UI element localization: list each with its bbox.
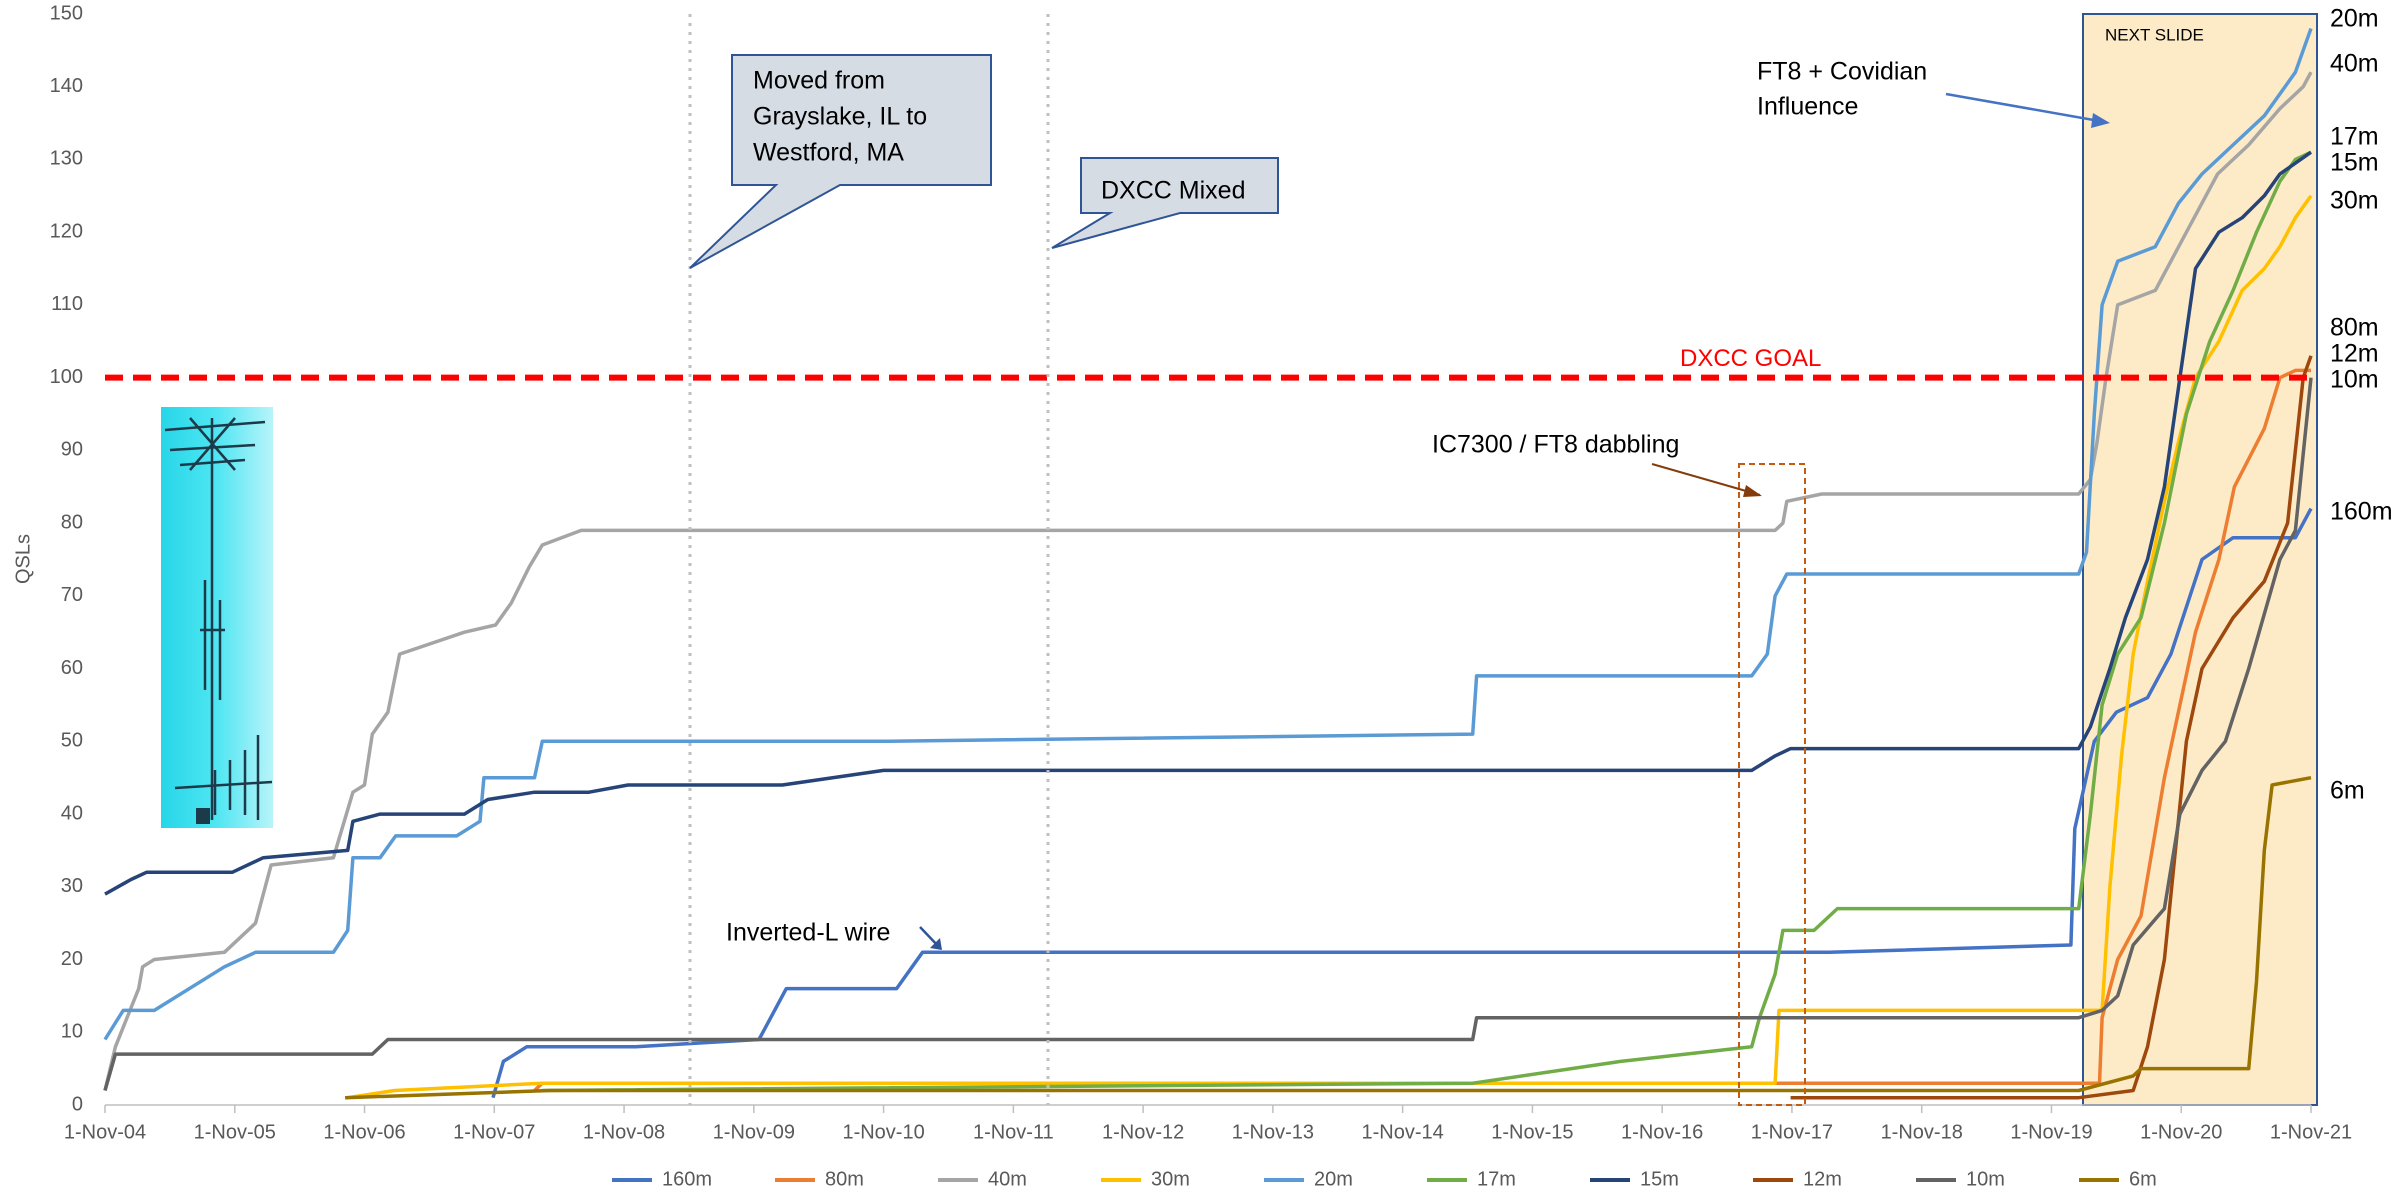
x-tick-label: 1-Nov-04 [64, 1121, 146, 1143]
y-tick-label: 90 [61, 439, 83, 461]
x-tick-label: 1-Nov-09 [713, 1121, 795, 1143]
y-tick-label: 30 [61, 875, 83, 897]
arrow [1946, 94, 2105, 122]
annotation: FT8 + Covidian [1757, 58, 1927, 86]
legend-label: 80m [825, 1168, 864, 1190]
arrow-head [1743, 485, 1762, 497]
series-line [105, 378, 2311, 1091]
y-tick-label: 110 [51, 293, 83, 315]
y-axis-label: QSLs [12, 534, 34, 584]
series-end-label: 12m [2330, 340, 2379, 368]
series-end-label: 80m [2330, 314, 2379, 342]
legend-label: 30m [1151, 1168, 1190, 1190]
series-end-label: 20m [2330, 5, 2379, 33]
y-tick-label: 70 [61, 584, 83, 606]
y-tick-label: 50 [61, 730, 83, 752]
x-tick-label: 1-Nov-19 [2010, 1121, 2092, 1143]
legend-label: 20m [1314, 1168, 1353, 1190]
series-end-label: 160m [2330, 498, 2393, 526]
y-tick-label: 130 [50, 148, 83, 170]
y-tick-label: 0 [72, 1093, 83, 1115]
x-tick-label: 1-Nov-06 [323, 1121, 405, 1143]
legend-label: 10m [1966, 1168, 2005, 1190]
series-end-label: 40m [2330, 50, 2379, 78]
series-end-label: 6m [2330, 777, 2365, 805]
x-tick-label: 1-Nov-12 [1102, 1121, 1184, 1143]
series-line [105, 72, 2311, 1090]
callout-text: DXCC Mixed [1101, 177, 1245, 205]
grid [105, 1105, 2311, 1113]
x-tick-label: 1-Nov-14 [1362, 1121, 1444, 1143]
y-tick-label: 140 [50, 75, 83, 97]
annotation: Inverted-L wire [726, 919, 890, 947]
annotation: Influence [1757, 93, 1858, 121]
x-tick-label: 1-Nov-08 [583, 1121, 665, 1143]
x-tick-label: 1-Nov-13 [1232, 1121, 1314, 1143]
series-line [535, 370, 2312, 1090]
legend-label: 6m [2129, 1168, 2157, 1190]
arrow [1652, 464, 1760, 495]
legend-label: 15m [1640, 1168, 1679, 1190]
callout-text: Moved from [753, 67, 885, 95]
series-line [542, 152, 2311, 1090]
callout-text: Grayslake, IL to [753, 103, 927, 131]
x-tick-label: 1-Nov-18 [1881, 1121, 1963, 1143]
annotation: IC7300 / FT8 dabbling [1432, 431, 1679, 459]
x-tick-label: 1-Nov-10 [842, 1121, 924, 1143]
legend-label: 17m [1477, 1168, 1516, 1190]
x-tick-label: 1-Nov-16 [1621, 1121, 1703, 1143]
series-line [345, 778, 2311, 1098]
y-tick-label: 120 [50, 220, 83, 242]
y-tick-label: 60 [61, 657, 83, 679]
series-end-label: 15m [2330, 149, 2379, 177]
y-tick-label: 80 [61, 511, 83, 533]
series-end-label: 10m [2330, 366, 2379, 394]
y-tick-label: 20 [61, 948, 83, 970]
x-tick-label: 1-Nov-07 [453, 1121, 535, 1143]
antenna-photo [161, 407, 273, 828]
y-tick-label: 40 [61, 802, 83, 824]
legend-label: 12m [1803, 1168, 1842, 1190]
legend-label: 160m [662, 1168, 712, 1190]
y-tick-label: 100 [50, 366, 83, 388]
x-tick-label: 1-Nov-05 [194, 1121, 276, 1143]
x-tick-label: 1-Nov-20 [2140, 1121, 2222, 1143]
y-tick-label: 150 [50, 2, 83, 24]
legend-label: 40m [988, 1168, 1027, 1190]
y-tick-label: 10 [61, 1021, 83, 1043]
x-tick-label: 1-Nov-17 [1751, 1121, 1833, 1143]
chart: Moved from Grayslake, IL to Westford, MA… [0, 0, 2404, 1204]
x-tick-label: 1-Nov-15 [1491, 1121, 1573, 1143]
x-tick-label: 1-Nov-21 [2270, 1121, 2352, 1143]
series-line [348, 196, 2311, 1098]
series-end-label: 17m [2330, 123, 2379, 151]
x-tick-label: 1-Nov-11 [973, 1121, 1054, 1143]
region-label: NEXT SLIDE [2105, 25, 2204, 44]
goal-label: DXCC GOAL [1680, 345, 1821, 372]
series-end-label: 30m [2330, 187, 2379, 215]
callout-text: Westford, MA [753, 139, 904, 167]
series-line [105, 152, 2311, 894]
